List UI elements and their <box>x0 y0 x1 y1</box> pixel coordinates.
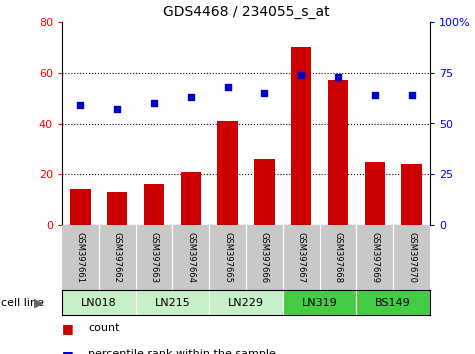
Point <box>187 94 195 100</box>
Text: GSM397670: GSM397670 <box>407 232 416 283</box>
Text: GSM397661: GSM397661 <box>76 232 85 283</box>
Bar <box>254 159 275 225</box>
Text: LN215: LN215 <box>154 297 190 308</box>
Bar <box>356 290 430 315</box>
Bar <box>401 164 422 225</box>
Text: count: count <box>88 322 120 332</box>
Bar <box>328 80 348 225</box>
Bar <box>144 184 164 225</box>
Bar <box>135 290 209 315</box>
Point <box>150 101 158 106</box>
Bar <box>107 192 127 225</box>
Bar <box>180 172 201 225</box>
Point <box>261 90 268 96</box>
Bar <box>209 290 283 315</box>
Bar <box>283 290 356 315</box>
Bar <box>291 47 311 225</box>
Text: ▶: ▶ <box>34 296 44 309</box>
Bar <box>365 161 385 225</box>
Text: GDS4468 / 234055_s_at: GDS4468 / 234055_s_at <box>162 5 329 19</box>
Text: ■: ■ <box>62 349 74 354</box>
Point <box>371 92 379 98</box>
Text: GSM397664: GSM397664 <box>186 232 195 283</box>
Text: GSM397668: GSM397668 <box>333 232 342 283</box>
Point <box>297 72 305 78</box>
Text: ■: ■ <box>62 322 74 336</box>
Text: cell line: cell line <box>1 297 44 308</box>
Text: GSM397666: GSM397666 <box>260 232 269 283</box>
Point <box>114 107 121 112</box>
Text: LN319: LN319 <box>302 297 337 308</box>
Text: BS149: BS149 <box>375 297 411 308</box>
Bar <box>62 290 135 315</box>
Point <box>408 92 416 98</box>
Text: GSM397669: GSM397669 <box>370 232 380 283</box>
Text: GSM397663: GSM397663 <box>150 232 159 283</box>
Text: LN229: LN229 <box>228 297 264 308</box>
Point <box>76 102 84 108</box>
Point <box>334 74 342 80</box>
Text: GSM397662: GSM397662 <box>113 232 122 283</box>
Text: GSM397667: GSM397667 <box>297 232 306 283</box>
Point <box>224 84 231 90</box>
Text: GSM397665: GSM397665 <box>223 232 232 283</box>
Text: LN018: LN018 <box>81 297 117 308</box>
Text: percentile rank within the sample: percentile rank within the sample <box>88 349 276 354</box>
Bar <box>70 189 91 225</box>
Bar <box>218 121 238 225</box>
